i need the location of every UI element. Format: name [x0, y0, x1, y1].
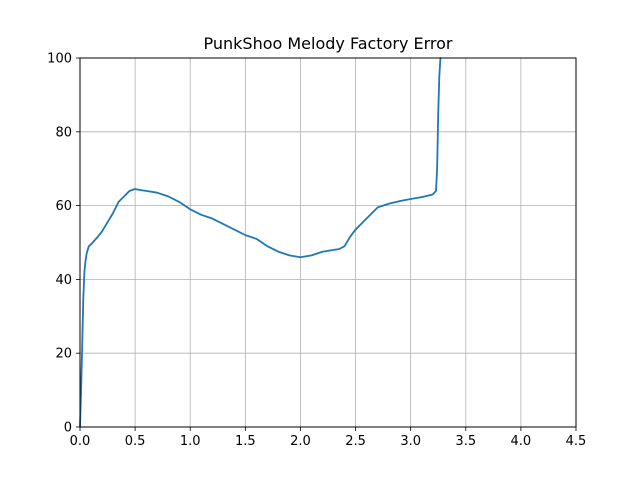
x-tick-label: 2.0	[290, 434, 311, 449]
x-tick-label: 0.5	[125, 434, 146, 449]
x-axis: 0.0 0.5 1.0 1.5 2.0 2.5 3.0 3.5 4.0 4.5	[70, 427, 587, 449]
x-tick-label: 3.5	[455, 434, 476, 449]
x-tick-label: 4.0	[511, 434, 532, 449]
y-tick-label: 60	[55, 199, 72, 214]
x-tick-label: 1.0	[180, 434, 201, 449]
x-tick-label: 0.0	[70, 434, 91, 449]
series-layer	[79, 57, 442, 428]
x-tick-label: 4.5	[566, 434, 587, 449]
y-tick-label: 40	[55, 273, 72, 288]
y-tick-label: 80	[55, 125, 72, 140]
x-tick-label: 1.5	[235, 434, 256, 449]
y-tick-label: 20	[55, 347, 72, 362]
y-tick-label: 100	[47, 52, 72, 67]
plot-frame	[79, 57, 577, 428]
y-tick-label: 0	[64, 421, 72, 436]
y-axis: 0 20 40 60 80 100	[47, 52, 80, 436]
x-tick-label: 2.5	[345, 434, 366, 449]
x-tick-label: 3.0	[400, 434, 421, 449]
series-line	[79, 57, 442, 428]
chart-title: PunkShoo Melody Factory Error	[204, 34, 453, 53]
